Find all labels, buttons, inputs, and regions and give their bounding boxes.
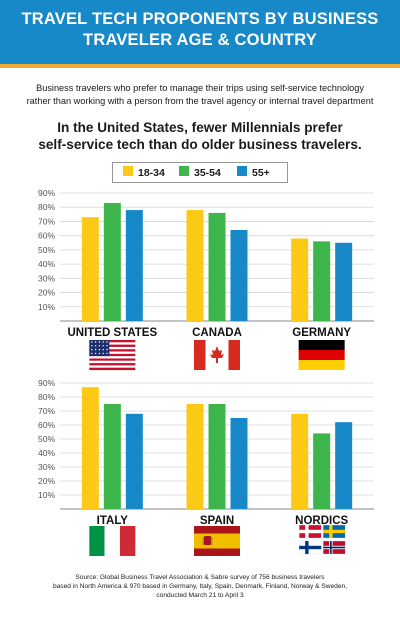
legend-swatch-18-34 bbox=[123, 166, 133, 176]
bottom-bar-italy-35-54 bbox=[103, 404, 121, 509]
us-flag bbox=[89, 340, 136, 371]
bottom-bar-nordics-55 bbox=[335, 422, 353, 509]
top-bar-germany-18-34 bbox=[291, 238, 309, 321]
headline-line-2: self-service tech than do older business… bbox=[38, 137, 362, 152]
germany-flag bbox=[298, 340, 345, 370]
spain-flag bbox=[194, 526, 240, 556]
top-ytick-label: 10% bbox=[38, 302, 55, 312]
bottom-bar-spain-55 bbox=[230, 418, 248, 509]
bottom-bar-nordics-18-34 bbox=[291, 413, 309, 509]
top-bar-canada-35-54 bbox=[208, 212, 226, 321]
source-line-2: based in North America & 970 based in Ge… bbox=[52, 583, 348, 590]
bottom-ytick-label: 60% bbox=[38, 420, 55, 430]
bottom-ytick-label: 90% bbox=[38, 378, 55, 388]
italy-flag bbox=[89, 525, 136, 557]
top-ytick-label: 50% bbox=[38, 245, 55, 255]
bottom-bar-italy-18-34 bbox=[81, 387, 99, 509]
bottom-category-label: NORDICS bbox=[295, 515, 348, 527]
top-bar-germany-35-54 bbox=[313, 241, 331, 321]
top-category-label: UNITED STATES bbox=[67, 327, 157, 339]
title-line-2: TRAVELER AGE & COUNTRY bbox=[83, 31, 317, 49]
top-ytick-label: 80% bbox=[38, 202, 55, 212]
canada-flag bbox=[194, 340, 240, 370]
top-ytick-label: 60% bbox=[38, 231, 55, 241]
header-rule bbox=[0, 64, 400, 68]
bottom-bar-spain-18-34 bbox=[186, 404, 204, 509]
bottom-ytick-label: 40% bbox=[38, 448, 55, 458]
bar-chart-top: 10% 20% 30% 40% 50% 60% 70% 80% 90% UNITED STATES… bbox=[38, 188, 374, 339]
chart-legend: 18-34 35-54 55+ bbox=[112, 162, 288, 183]
legend-label-18-34: 18-34 bbox=[138, 167, 165, 179]
bottom-category-label: ITALY bbox=[97, 515, 129, 527]
top-category-label: CANADA bbox=[192, 327, 242, 339]
bottom-ytick-label: 70% bbox=[38, 406, 55, 416]
bottom-ytick-label: 10% bbox=[38, 490, 55, 500]
subtitle: Business travelers who prefer to manage … bbox=[10, 82, 390, 108]
top-ytick-label: 20% bbox=[38, 288, 55, 298]
top-category-label: GERMANY bbox=[292, 327, 351, 339]
legend-swatch-35-54 bbox=[179, 166, 189, 176]
bottom-ytick-label: 30% bbox=[38, 462, 55, 472]
bar-chart-bottom: 10% 20% 30% 40% 50% 60% 70% 80% 90% ITALY SPAIN NOR… bbox=[38, 378, 374, 527]
top-ytick-label: 30% bbox=[38, 273, 55, 283]
top-bar-united-states-18-34 bbox=[81, 217, 99, 321]
top-bar-united-states-55 bbox=[125, 210, 143, 321]
bottom-bar-italy-55 bbox=[125, 413, 143, 509]
bottom-category-label: SPAIN bbox=[200, 515, 234, 527]
source-line-1: Source: Global Business Travel Associati… bbox=[75, 574, 325, 581]
legend-label-35-54: 35-54 bbox=[194, 167, 221, 179]
source-note: Source: Global Business Travel Associati… bbox=[10, 573, 390, 600]
header-banner: TRAVEL TECH PROPONENTS BY BUSINESS TRAVE… bbox=[0, 0, 400, 64]
top-bar-germany-55 bbox=[335, 242, 353, 321]
nordic-flags bbox=[298, 524, 346, 555]
bottom-bar-nordics-35-54 bbox=[313, 433, 331, 509]
headline-line-1: In the United States, fewer Millennials … bbox=[57, 120, 343, 135]
legend-swatch-55-plus bbox=[237, 166, 247, 176]
source-line-3: conducted March 21 to April 3 bbox=[156, 592, 244, 599]
subtitle-line-1: Business travelers who prefer to manage … bbox=[36, 83, 364, 93]
top-ytick-label: 40% bbox=[38, 259, 55, 269]
top-bar-canada-18-34 bbox=[186, 210, 204, 321]
title-line-1: TRAVEL TECH PROPONENTS BY BUSINESS bbox=[21, 10, 379, 28]
bottom-ytick-label: 20% bbox=[38, 476, 55, 486]
bottom-ytick-label: 50% bbox=[38, 434, 55, 444]
top-bar-canada-55 bbox=[230, 229, 248, 321]
top-ytick-label: 70% bbox=[38, 216, 55, 226]
bottom-bar-spain-35-54 bbox=[208, 404, 226, 509]
bottom-ytick-label: 80% bbox=[38, 392, 55, 402]
infographic-title: TRAVEL TECH PROPONENTS BY BUSINESS TRAVE… bbox=[0, 9, 400, 51]
top-bar-united-states-35-54 bbox=[103, 202, 121, 321]
subtitle-line-2: rather than working with a person from t… bbox=[26, 96, 374, 106]
headline: In the United States, fewer Millennials … bbox=[10, 119, 390, 153]
flags-group bbox=[89, 340, 346, 557]
legend-label-55-plus: 55+ bbox=[252, 167, 270, 179]
top-ytick-label: 90% bbox=[38, 188, 55, 198]
